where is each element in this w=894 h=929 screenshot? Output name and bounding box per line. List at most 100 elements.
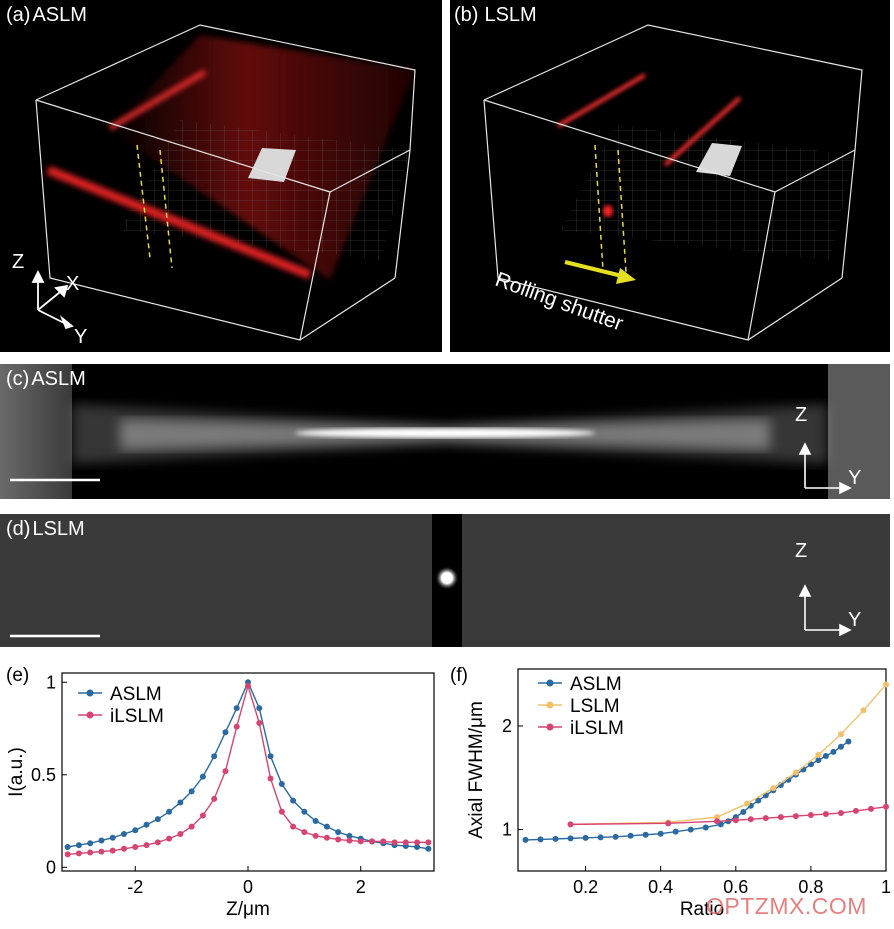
y-tick-label: 1 xyxy=(502,820,512,840)
data-point-iLSLM xyxy=(852,807,859,814)
x-tick-label: 0.4 xyxy=(648,877,673,897)
panel-a-tag: (a) ASLM xyxy=(6,4,87,26)
legend-label-ASLM: ASLM xyxy=(570,674,622,695)
data-point-ASLM xyxy=(312,818,319,825)
data-point-LSLM xyxy=(883,681,889,688)
data-point-iLSLM xyxy=(211,795,218,802)
series-line-LSLM xyxy=(570,684,887,826)
x-tick-label: -2 xyxy=(127,877,143,897)
data-point-ASLM xyxy=(414,843,421,850)
data-point-iLSLM xyxy=(567,821,574,828)
series-line-ASLM xyxy=(525,740,849,841)
data-point-ASLM xyxy=(290,797,297,804)
data-point-ASLM xyxy=(755,797,762,804)
legend-marker-ASLM xyxy=(86,689,94,697)
panel-c-axis-z: Z xyxy=(795,404,808,426)
data-point-iLSLM xyxy=(98,848,105,855)
data-point-ASLM xyxy=(657,830,664,837)
panel-b: (b) LSLM Rolling shutter xyxy=(450,0,890,352)
data-point-ASLM xyxy=(537,836,544,843)
data-point-ASLM xyxy=(522,836,529,843)
panel-a: (a) ASLM Z X Y xyxy=(0,0,442,352)
x-tick-label: 0.6 xyxy=(723,877,748,897)
plot-frame xyxy=(517,668,887,872)
axis-z-label: Z xyxy=(12,251,25,273)
data-point-iLSLM xyxy=(807,812,814,819)
legend-label-ASLM: ASLM xyxy=(110,684,162,705)
data-point-ASLM xyxy=(199,773,206,780)
panel-d-axis-y: Y xyxy=(848,609,862,631)
panel-c-image xyxy=(0,364,890,499)
data-point-iLSLM xyxy=(380,838,387,845)
data-point-ASLM xyxy=(211,753,218,760)
x-tick-label: 0.8 xyxy=(798,877,823,897)
data-point-iLSLM xyxy=(822,811,829,818)
data-point-ASLM xyxy=(612,833,619,840)
data-point-LSLM xyxy=(860,707,867,714)
data-point-ASLM xyxy=(837,743,844,750)
data-point-iLSLM xyxy=(357,838,364,845)
data-point-iLSLM xyxy=(132,843,139,850)
data-point-iLSLM xyxy=(222,768,229,775)
data-point-iLSLM xyxy=(245,682,251,689)
legend-label-iLSLM: iLSLM xyxy=(110,706,164,727)
data-point-ASLM xyxy=(278,781,285,788)
data-point-ASLM xyxy=(64,843,71,850)
panel-b-illustration xyxy=(483,24,863,341)
data-point-iLSLM xyxy=(154,839,161,846)
panel-b-tag: (b) LSLM xyxy=(454,4,537,26)
data-point-ASLM xyxy=(702,824,709,831)
data-point-iLSLM xyxy=(278,808,285,815)
y-axis-label: I(a.u.) xyxy=(6,747,27,797)
data-point-ASLM xyxy=(75,842,82,849)
data-point-ASLM xyxy=(552,835,559,842)
y-tick-label: 0.5 xyxy=(31,765,56,785)
panel-a-illustration xyxy=(31,24,416,341)
data-point-ASLM xyxy=(301,808,308,815)
data-point-ASLM xyxy=(267,753,274,760)
data-point-iLSLM xyxy=(199,812,206,819)
data-point-iLSLM xyxy=(188,823,195,830)
data-point-iLSLM xyxy=(792,813,799,820)
data-point-iLSLM xyxy=(369,838,375,845)
data-point-iLSLM xyxy=(143,842,150,849)
chart-f: (f) 0.2 0.4 0.6 0.8 1 1 2 Ratio Axial FWHM/μm ASLM… xyxy=(450,665,891,920)
panel-c-tag: (c) ASLM xyxy=(6,368,86,390)
data-point-iLSLM xyxy=(777,814,784,821)
data-point-iLSLM xyxy=(714,818,721,825)
data-point-iLSLM xyxy=(121,845,127,852)
data-point-ASLM xyxy=(132,827,139,834)
data-point-iLSLM xyxy=(177,830,184,837)
panel-tag: (e) xyxy=(6,665,29,686)
y-tick-label: 2 xyxy=(502,716,512,736)
data-point-ASLM xyxy=(687,826,694,833)
data-point-iLSLM xyxy=(64,851,71,858)
data-point-ASLM xyxy=(830,748,837,755)
panel-c-axis-y: Y xyxy=(848,467,862,489)
data-point-ASLM xyxy=(323,823,330,830)
y-tick-label: 0 xyxy=(46,857,56,877)
data-point-ASLM xyxy=(233,705,240,712)
data-point-iLSLM xyxy=(867,805,874,812)
data-point-iLSLM xyxy=(233,723,240,730)
panel-d: (d) LSLM Z Y xyxy=(0,514,890,647)
data-point-iLSLM xyxy=(290,823,297,830)
data-point-iLSLM xyxy=(346,837,353,844)
data-point-ASLM xyxy=(154,816,161,823)
data-point-iLSLM xyxy=(75,850,82,857)
data-point-iLSLM xyxy=(267,775,274,782)
data-point-LSLM xyxy=(815,751,822,758)
data-point-LSLM xyxy=(792,769,799,776)
data-point-ASLM xyxy=(845,738,852,745)
x-tick-label: 2 xyxy=(356,877,366,897)
data-point-ASLM xyxy=(188,788,195,795)
data-point-ASLM xyxy=(109,834,116,841)
x-tick-label: 0.2 xyxy=(573,877,598,897)
panel-c: (c) ASLM Z Y xyxy=(0,364,890,499)
data-point-iLSLM xyxy=(109,847,116,854)
data-point-iLSLM xyxy=(391,839,398,846)
data-point-ASLM xyxy=(597,834,604,841)
y-axis-label: Axial FWHM/μm xyxy=(466,701,487,839)
data-point-ASLM xyxy=(582,834,589,841)
